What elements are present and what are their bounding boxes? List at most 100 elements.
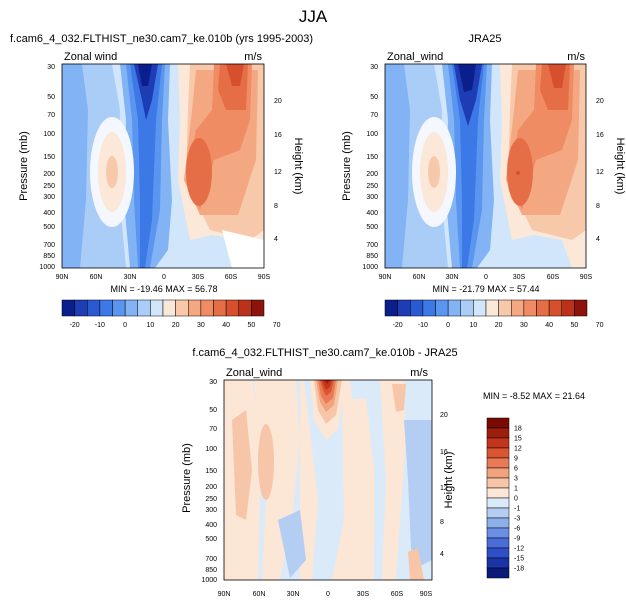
colorbar-swatch (486, 507, 510, 519)
x-tick-label: 60S (547, 274, 560, 281)
colorbar-tick-label: 20 (172, 322, 180, 329)
colorbar-swatch (422, 299, 436, 317)
x-tick-label: 60S (391, 591, 404, 598)
contour-field (224, 380, 432, 580)
y-tick-label: 50 (47, 94, 55, 101)
y-tick-label: 500 (43, 224, 55, 231)
height-tick-label: 4 (274, 236, 278, 243)
y-tick-label: 150 (43, 154, 55, 161)
colorbar-tick-label: 0 (446, 322, 450, 329)
x-tick-label: 0 (162, 274, 166, 281)
colorbar-tick-label: -6 (514, 526, 520, 533)
y-tick-label: 1000 (362, 264, 378, 271)
min-max-label: MIN = -19.46 MAX = 56.78 (110, 284, 217, 294)
y-tick-label: 100 (43, 131, 55, 138)
colorbar-swatch (87, 299, 101, 317)
y-tick-label: 850 (366, 253, 378, 260)
units-label: m/s (244, 51, 262, 63)
y-tick-label: 100 (205, 446, 217, 453)
colorbar-swatch (251, 299, 265, 317)
height-tick-label: 20 (440, 412, 448, 419)
variable-label: Zonal_wind (226, 367, 282, 379)
height-tick-label: 8 (596, 203, 600, 210)
y-tick-label: 400 (205, 522, 217, 529)
colorbar-swatch (238, 299, 252, 317)
y-axis: Pressure (mb) 30 50 70 100 150 200 250 3… (181, 379, 217, 584)
y-tick-label: 300 (43, 194, 55, 201)
colorbar-tick-label: -1 (514, 506, 520, 513)
y-tick-label: 70 (209, 426, 217, 433)
colorbar-swatch (486, 567, 510, 579)
colorbar: -20 -10 0 10 20 30 40 50 70 (61, 299, 281, 329)
colorbar-swatch (486, 417, 510, 429)
colorbar-tick-label: -12 (514, 546, 524, 553)
height-tick-label: 4 (440, 551, 444, 558)
right-axis: Height (km) 20 16 12 8 4 (440, 412, 455, 558)
colorbar-swatch (213, 299, 227, 317)
colorbar-tick-label: -3 (514, 516, 520, 523)
colorbar-swatch (486, 487, 510, 499)
colorbar-tick-label: 40 (545, 322, 553, 329)
height-tick-label: 4 (596, 236, 600, 243)
axis-label-height: Height (km) (443, 452, 455, 509)
x-tick-label: 60N (253, 591, 266, 598)
colorbar-swatch (486, 467, 510, 479)
colorbar-swatch (486, 537, 510, 549)
y-tick-label: 250 (43, 183, 55, 190)
y-tick-label: 250 (205, 496, 217, 503)
x-tick-label: 60N (413, 274, 426, 281)
height-tick-label: 20 (596, 98, 604, 105)
y-axis: Pressure (mb) 30 50 70 100 150 200 250 3… (341, 64, 378, 271)
colorbar: -20 -10 0 10 20 30 40 50 70 (384, 299, 604, 329)
x-tick-label: 30S (357, 591, 370, 598)
colorbar-tick-label: 50 (570, 322, 578, 329)
colorbar-swatch (473, 299, 487, 317)
colorbar-swatch (486, 477, 510, 489)
colorbar-swatch (486, 427, 510, 439)
colorbar-swatch (574, 299, 588, 317)
colorbar-tick-label: -15 (514, 556, 524, 563)
colorbar-tick-label: 18 (514, 426, 522, 433)
colorbar-swatch (384, 299, 398, 317)
colorbar-swatch (486, 457, 510, 469)
height-tick-label: 12 (596, 169, 604, 176)
panel-title: f.cam6_4_032.FLTHIST_ne30.cam7_ke.010b (… (10, 33, 313, 45)
colorbar-tick-label: -9 (514, 536, 520, 543)
colorbar-tick-label: 40 (222, 322, 230, 329)
colorbar-swatch (486, 437, 510, 449)
x-tick-label: 90S (420, 591, 433, 598)
colorbar-tick-label: 30 (197, 322, 205, 329)
x-tick-label: 30N (287, 591, 300, 598)
colorbar-tick-label: 1 (514, 486, 518, 493)
colorbar-tick-label: -10 (95, 322, 105, 329)
x-tick-label: 30S (513, 274, 526, 281)
colorbar-swatch (486, 557, 510, 569)
y-tick-label: 500 (205, 536, 217, 543)
height-tick-label: 8 (274, 203, 278, 210)
min-max-label: MIN = -8.52 MAX = 21.64 (483, 391, 585, 401)
x-axis: 90N 60N 30N 0 30S 60S 90S (379, 274, 593, 281)
colorbar-tick-label: 12 (514, 446, 522, 453)
panel-title: f.cam6_4_032.FLTHIST_ne30.cam7_ke.010b -… (192, 347, 457, 359)
x-tick-label: 30S (192, 274, 205, 281)
colorbar-tick-label: -20 (70, 322, 80, 329)
colorbar-swatch (498, 299, 512, 317)
colorbar-swatch (150, 299, 164, 317)
y-tick-label: 30 (209, 379, 217, 386)
colorbar-swatch (536, 299, 550, 317)
colorbar-tick-label: 70 (596, 322, 604, 329)
variable-label: Zonal_wind (387, 51, 443, 63)
y-tick-label: 250 (366, 183, 378, 190)
colorbar-tick-label: 50 (247, 322, 255, 329)
height-tick-label: 8 (440, 519, 444, 526)
y-axis: Pressure (mb) 30 50 70 100 150 200 250 3… (18, 64, 55, 271)
y-tick-label: 150 (205, 468, 217, 475)
colorbar-tick-label: 3 (514, 476, 518, 483)
y-tick-label: 300 (366, 194, 378, 201)
y-tick-label: 700 (366, 242, 378, 249)
colorbar-tick-label: 10 (469, 322, 477, 329)
colorbar-swatch (410, 299, 424, 317)
y-tick-label: 400 (366, 210, 378, 217)
min-max-label: MIN = -21.79 MAX = 57.44 (432, 284, 539, 294)
panel-title: JRA25 (468, 33, 501, 45)
